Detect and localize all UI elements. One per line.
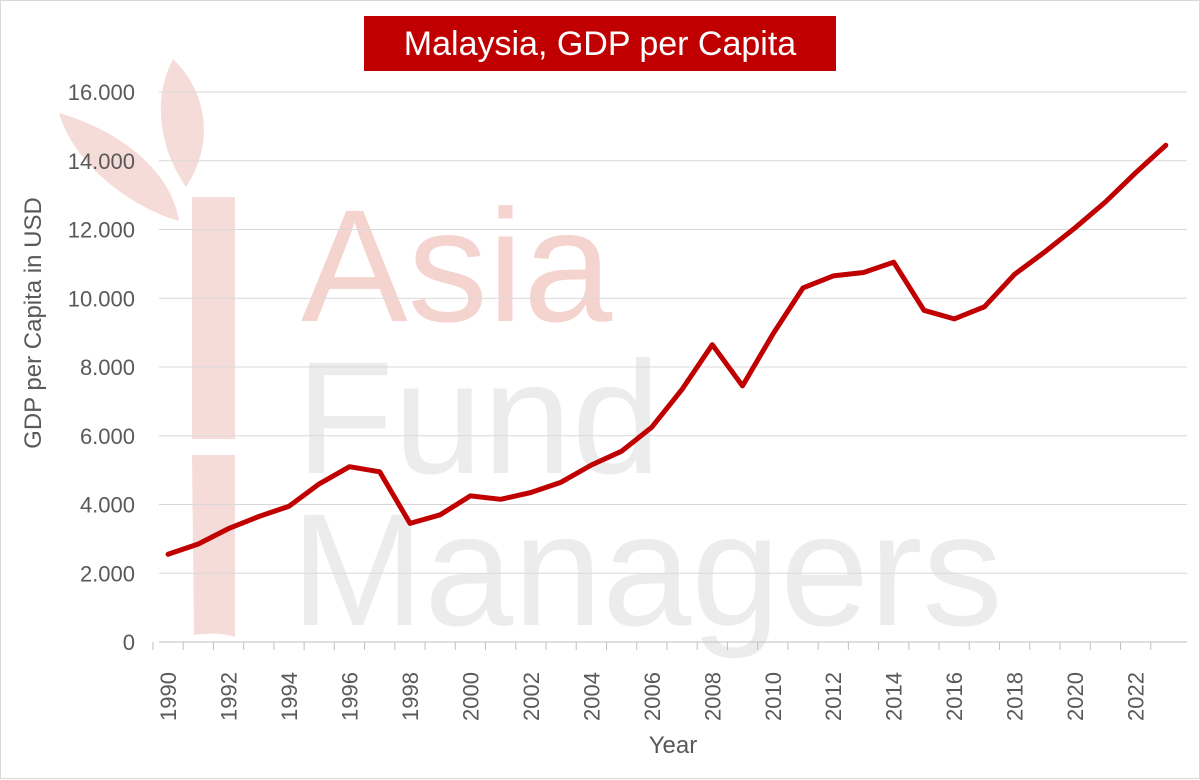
watermark-leaf-right — [160, 59, 204, 187]
x-tick-label: 1998 — [398, 672, 423, 721]
x-tick-label: 2020 — [1063, 672, 1088, 721]
watermark-stem-top — [192, 197, 235, 439]
gdp-series-line — [165, 142, 1169, 557]
y-tick-label: 6.000 — [80, 424, 135, 449]
x-tick-label: 2004 — [579, 672, 604, 721]
y-tick-label: 2.000 — [80, 561, 135, 586]
chart-title: Malaysia, GDP per Capita — [404, 25, 797, 63]
x-tick-label: 2014 — [882, 672, 907, 721]
y-tick-label: 12.000 — [68, 218, 135, 243]
y-tick-label: 10.000 — [68, 286, 135, 311]
y-axis-title: GDP per Capita in USD — [20, 197, 47, 449]
x-tick-label: 2018 — [1003, 672, 1028, 721]
watermark-fund: Fund — [296, 328, 661, 507]
y-tick-label: 14.000 — [68, 149, 135, 174]
y-tick-label: 8.000 — [80, 355, 135, 380]
watermark-asia: Asia — [301, 176, 612, 355]
watermark-leaf-left — [59, 113, 179, 221]
x-tick-label: 2016 — [942, 672, 967, 721]
x-tick-label: 2008 — [700, 672, 725, 721]
watermark-logo: Asia Fund Managers — [59, 59, 1002, 659]
watermark-managers: Managers — [291, 480, 1002, 659]
chart-title-background — [364, 16, 836, 71]
x-tick-label: 2002 — [519, 672, 544, 721]
x-tick-label: 1994 — [277, 672, 302, 721]
x-tick-label: 1990 — [156, 672, 181, 721]
y-tick-label: 4.000 — [80, 493, 135, 518]
y-axis-ticks: 0 2.000 4.000 6.000 8.000 10.000 12.000 14.000 1… — [68, 80, 135, 655]
x-tick-label: 2010 — [761, 672, 786, 721]
series-layer — [165, 142, 1169, 557]
x-tick-label: 2006 — [640, 672, 665, 721]
watermark-stem-bottom — [192, 455, 235, 637]
x-tick-label: 2000 — [458, 672, 483, 721]
x-axis-title: Year — [649, 732, 698, 759]
y-tick-label: 16.000 — [68, 80, 135, 105]
x-tick-label: 1992 — [217, 672, 242, 721]
x-tick-label: 1996 — [337, 672, 362, 721]
x-tick-label: 2012 — [821, 672, 846, 721]
gridlines — [159, 91, 1187, 574]
x-axis: 1990 1992 1994 1996 1998 2000 2002 2004 2006 2008… — [152, 641, 1187, 721]
x-tick-label: 2022 — [1124, 672, 1149, 721]
y-tick-label: 0 — [123, 630, 135, 655]
